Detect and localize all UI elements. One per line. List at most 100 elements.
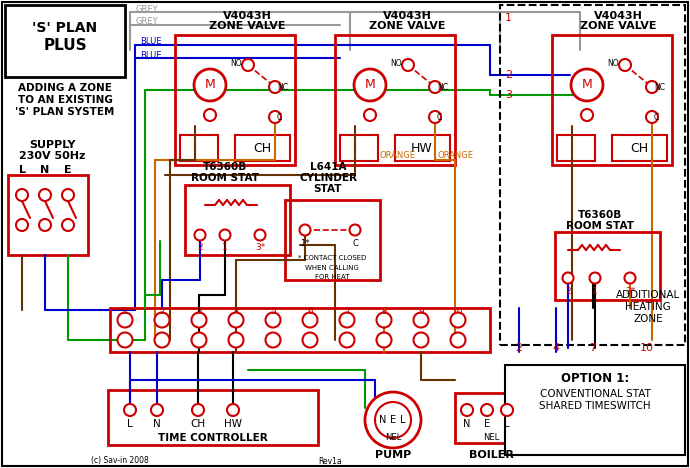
- Circle shape: [375, 402, 411, 438]
- Text: V4043H: V4043H: [593, 11, 642, 21]
- Text: WHEN CALLING: WHEN CALLING: [305, 265, 359, 271]
- Text: C: C: [352, 239, 358, 248]
- Text: STAT: STAT: [314, 184, 342, 194]
- Bar: [110, 308, 490, 352]
- Circle shape: [194, 69, 226, 101]
- Circle shape: [228, 313, 244, 328]
- Text: HEATING: HEATING: [625, 302, 671, 312]
- Circle shape: [192, 332, 206, 348]
- Text: NO: NO: [390, 58, 402, 67]
- Text: CH: CH: [630, 141, 648, 154]
- Circle shape: [350, 225, 360, 235]
- Circle shape: [219, 229, 230, 241]
- Text: GREY: GREY: [135, 17, 157, 27]
- Text: (c) Sav-in 2008: (c) Sav-in 2008: [91, 456, 149, 466]
- Circle shape: [619, 59, 631, 71]
- Text: ZONE: ZONE: [633, 314, 663, 324]
- Circle shape: [195, 229, 206, 241]
- Text: 3*: 3*: [625, 286, 635, 295]
- Circle shape: [339, 313, 355, 328]
- Text: NO: NO: [607, 58, 619, 67]
- Circle shape: [339, 332, 355, 348]
- Text: ORANGE: ORANGE: [380, 151, 416, 160]
- Text: 5: 5: [270, 307, 276, 316]
- Text: T6360B: T6360B: [203, 162, 247, 172]
- Text: 4: 4: [553, 343, 560, 353]
- Text: 2: 2: [515, 343, 522, 353]
- Bar: [340, 135, 378, 161]
- Text: V4043H: V4043H: [382, 11, 431, 21]
- Text: 3: 3: [505, 90, 512, 100]
- Circle shape: [266, 332, 281, 348]
- Text: N: N: [153, 419, 161, 429]
- Text: 8: 8: [381, 307, 387, 316]
- Text: ADDITIONAL: ADDITIONAL: [616, 290, 680, 300]
- Circle shape: [589, 272, 600, 284]
- Text: 1: 1: [592, 286, 598, 295]
- Circle shape: [227, 404, 239, 416]
- Text: N: N: [41, 165, 50, 175]
- Bar: [175, 35, 295, 165]
- Text: 2: 2: [565, 286, 571, 295]
- Text: C: C: [277, 112, 282, 122]
- Circle shape: [571, 69, 603, 101]
- Circle shape: [377, 313, 391, 328]
- Text: BLUE: BLUE: [140, 51, 161, 59]
- Text: L: L: [400, 415, 406, 425]
- Circle shape: [192, 404, 204, 416]
- Text: 3: 3: [196, 307, 202, 316]
- Circle shape: [451, 313, 466, 328]
- Text: E: E: [64, 165, 72, 175]
- Text: V4043H: V4043H: [223, 11, 271, 21]
- Circle shape: [255, 229, 266, 241]
- Text: HW: HW: [411, 141, 433, 154]
- Bar: [500, 5, 685, 345]
- Text: M: M: [364, 79, 375, 92]
- Circle shape: [302, 332, 317, 348]
- Text: ZONE VALVE: ZONE VALVE: [368, 21, 445, 31]
- Circle shape: [451, 332, 466, 348]
- Circle shape: [62, 219, 74, 231]
- Bar: [505, 365, 685, 455]
- Text: BOILER: BOILER: [469, 450, 513, 460]
- Circle shape: [429, 81, 441, 93]
- Text: GREY: GREY: [135, 5, 157, 14]
- Text: 'S' PLAN SYSTEM: 'S' PLAN SYSTEM: [15, 107, 115, 117]
- Circle shape: [646, 81, 658, 93]
- Bar: [335, 35, 455, 165]
- Text: CONVENTIONAL STAT: CONVENTIONAL STAT: [540, 389, 651, 399]
- Circle shape: [151, 404, 163, 416]
- Text: ROOM STAT: ROOM STAT: [191, 173, 259, 183]
- Circle shape: [481, 404, 493, 416]
- Circle shape: [16, 219, 28, 231]
- Circle shape: [429, 111, 441, 123]
- Circle shape: [413, 332, 428, 348]
- Text: 10: 10: [452, 307, 464, 316]
- Text: TO AN EXISTING: TO AN EXISTING: [17, 95, 112, 105]
- Text: 2: 2: [159, 307, 165, 316]
- Text: M: M: [205, 79, 215, 92]
- Circle shape: [302, 313, 317, 328]
- Text: 2: 2: [505, 70, 512, 80]
- Text: E: E: [390, 415, 396, 425]
- Text: ADDING A ZONE: ADDING A ZONE: [18, 83, 112, 93]
- Text: L641A: L641A: [310, 162, 346, 172]
- Text: 2: 2: [197, 243, 203, 253]
- Text: N: N: [380, 415, 386, 425]
- Text: HW: HW: [224, 419, 242, 429]
- Circle shape: [365, 392, 421, 448]
- Circle shape: [117, 332, 132, 348]
- Circle shape: [62, 189, 74, 201]
- Text: 6: 6: [307, 307, 313, 316]
- Text: NO: NO: [230, 58, 241, 67]
- Text: C: C: [437, 112, 442, 122]
- Bar: [185, 185, 290, 255]
- Text: CH: CH: [253, 141, 271, 154]
- Circle shape: [461, 404, 473, 416]
- Bar: [8, 175, 88, 255]
- Circle shape: [501, 404, 513, 416]
- Text: NEL: NEL: [385, 432, 401, 441]
- Text: CH: CH: [190, 419, 206, 429]
- Bar: [552, 35, 672, 165]
- Bar: [395, 135, 450, 161]
